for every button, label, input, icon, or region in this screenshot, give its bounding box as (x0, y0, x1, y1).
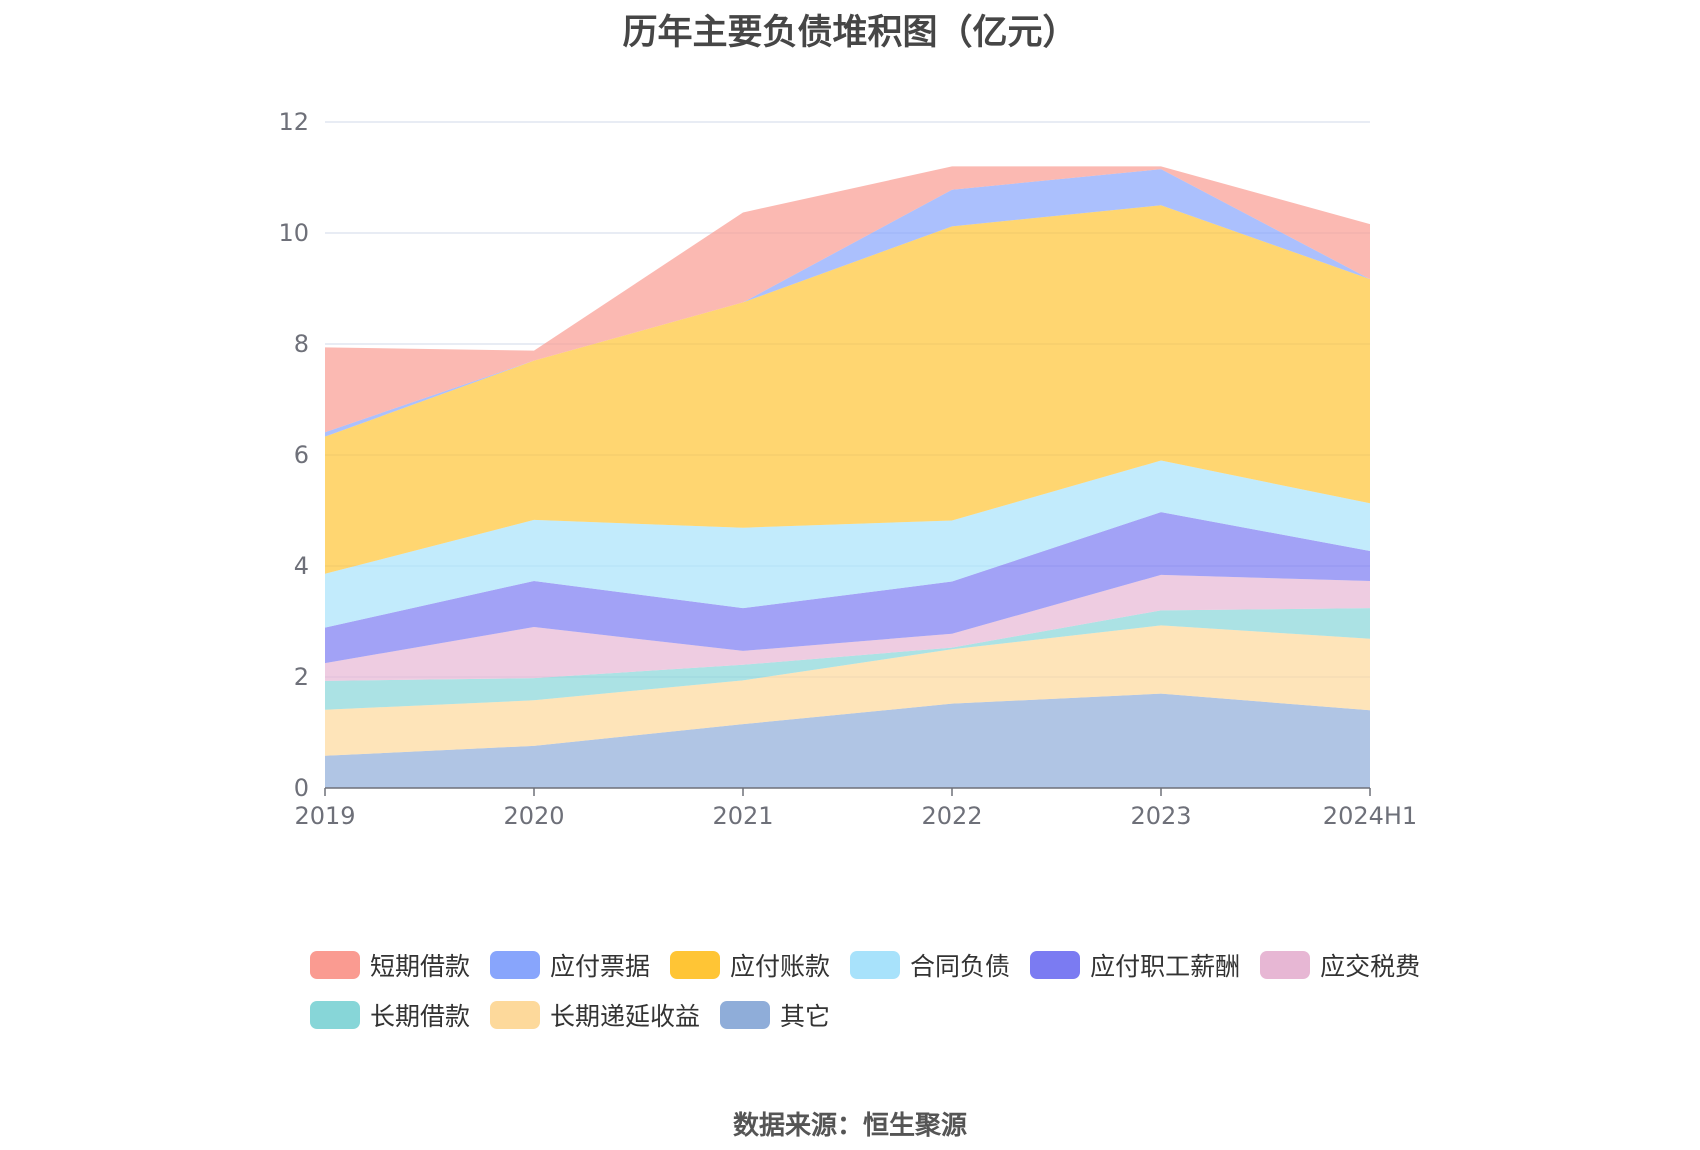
legend-item[interactable]: 长期借款 (310, 1000, 471, 1031)
legend-swatch (850, 951, 901, 979)
legend-item[interactable]: 长期递延收益 (490, 1000, 701, 1031)
x-tick-label: 2023 (1130, 802, 1191, 830)
legend-item[interactable]: 应付账款 (670, 950, 831, 981)
legend-item[interactable]: 应付职工薪酬 (1030, 950, 1241, 981)
area-series-6[interactable] (325, 205, 1370, 574)
area-series-8[interactable] (325, 166, 1370, 433)
legend-swatch (720, 1001, 771, 1029)
legend-swatch (670, 951, 721, 979)
area-series-1[interactable] (325, 625, 1370, 756)
legend-label: 应付账款 (730, 952, 831, 981)
area-layer (325, 166, 1370, 788)
y-tick-label: 6 (294, 441, 309, 469)
area-series-2[interactable] (325, 608, 1370, 710)
legend-swatch (490, 1001, 541, 1029)
legend: 短期借款 应付票据 应付账款 合同负债 应付职工薪酬 应交税费长期借款 长期递延收益 其它 (310, 950, 1430, 1031)
x-tick-label: 2022 (921, 802, 982, 830)
legend-label: 应交税费 (1320, 952, 1421, 981)
x-tick-label: 2021 (712, 802, 773, 830)
y-tick-label: 10 (278, 219, 309, 247)
area-series-5[interactable] (325, 460, 1370, 628)
x-tick-label: 2024H1 (1323, 802, 1417, 830)
legend-label: 短期借款 (370, 952, 471, 981)
y-tick-label: 12 (278, 108, 309, 136)
legend-swatch (490, 951, 541, 979)
area-series-0[interactable] (325, 693, 1370, 788)
legend-label: 长期借款 (370, 1002, 471, 1031)
legend-item[interactable]: 应付票据 (490, 950, 651, 981)
area-series-3[interactable] (325, 574, 1370, 681)
legend-label: 应付票据 (550, 952, 651, 981)
legend-item[interactable]: 其它 (720, 1000, 831, 1031)
legend-item[interactable]: 应交税费 (1260, 950, 1421, 981)
y-tick-label: 4 (294, 552, 309, 580)
x-tick-label: 2019 (294, 802, 355, 830)
legend-label: 合同负债 (910, 952, 1011, 981)
legend-swatch (1030, 951, 1081, 979)
legend-swatch (1260, 951, 1311, 979)
legend-swatch (310, 1001, 360, 1029)
area-series-4[interactable] (325, 512, 1370, 664)
x-tick-label: 2020 (503, 802, 564, 830)
y-tick-label: 8 (294, 330, 309, 358)
axis-layer: 0 2 4 6 8 10 12 2019 2020 2021 2022 2023 2024H1 (278, 108, 1417, 830)
y-tick-label: 0 (294, 774, 309, 802)
legend-item[interactable]: 合同负债 (850, 950, 1011, 981)
legend-label: 其它 (780, 1002, 831, 1031)
legend-item[interactable]: 短期借款 (310, 950, 471, 981)
chart-title: 历年主要负债堆积图（亿元） (622, 13, 1078, 53)
y-tick-label: 2 (294, 663, 309, 691)
data-source-note: 数据来源：恒生聚源 (732, 1111, 967, 1141)
legend-swatch (310, 951, 360, 979)
legend-label: 长期递延收益 (550, 1002, 701, 1031)
legend-label: 应付职工薪酬 (1090, 952, 1241, 981)
